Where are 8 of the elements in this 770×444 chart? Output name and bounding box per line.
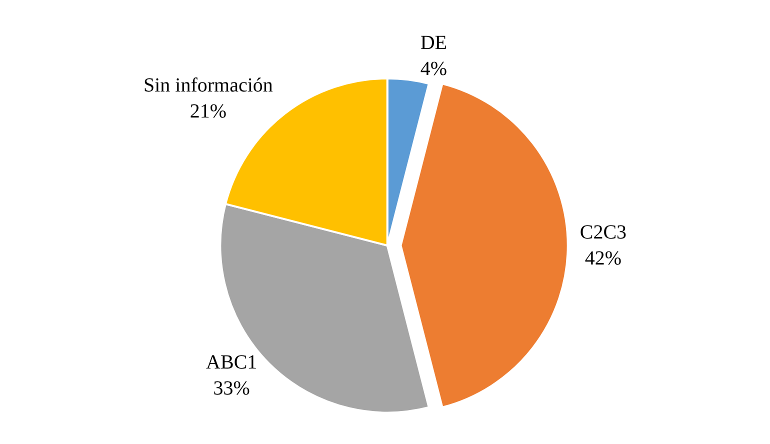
data-label: 42% xyxy=(584,248,622,270)
slice-label: DE xyxy=(420,32,447,54)
slice-label: C2C3 xyxy=(580,222,627,244)
slice-label: ABC1 xyxy=(206,352,258,374)
slice-label: Sin información xyxy=(143,74,273,96)
data-label: 4% xyxy=(420,58,447,80)
data-label: 33% xyxy=(213,378,250,400)
data-label: 21% xyxy=(190,100,227,122)
